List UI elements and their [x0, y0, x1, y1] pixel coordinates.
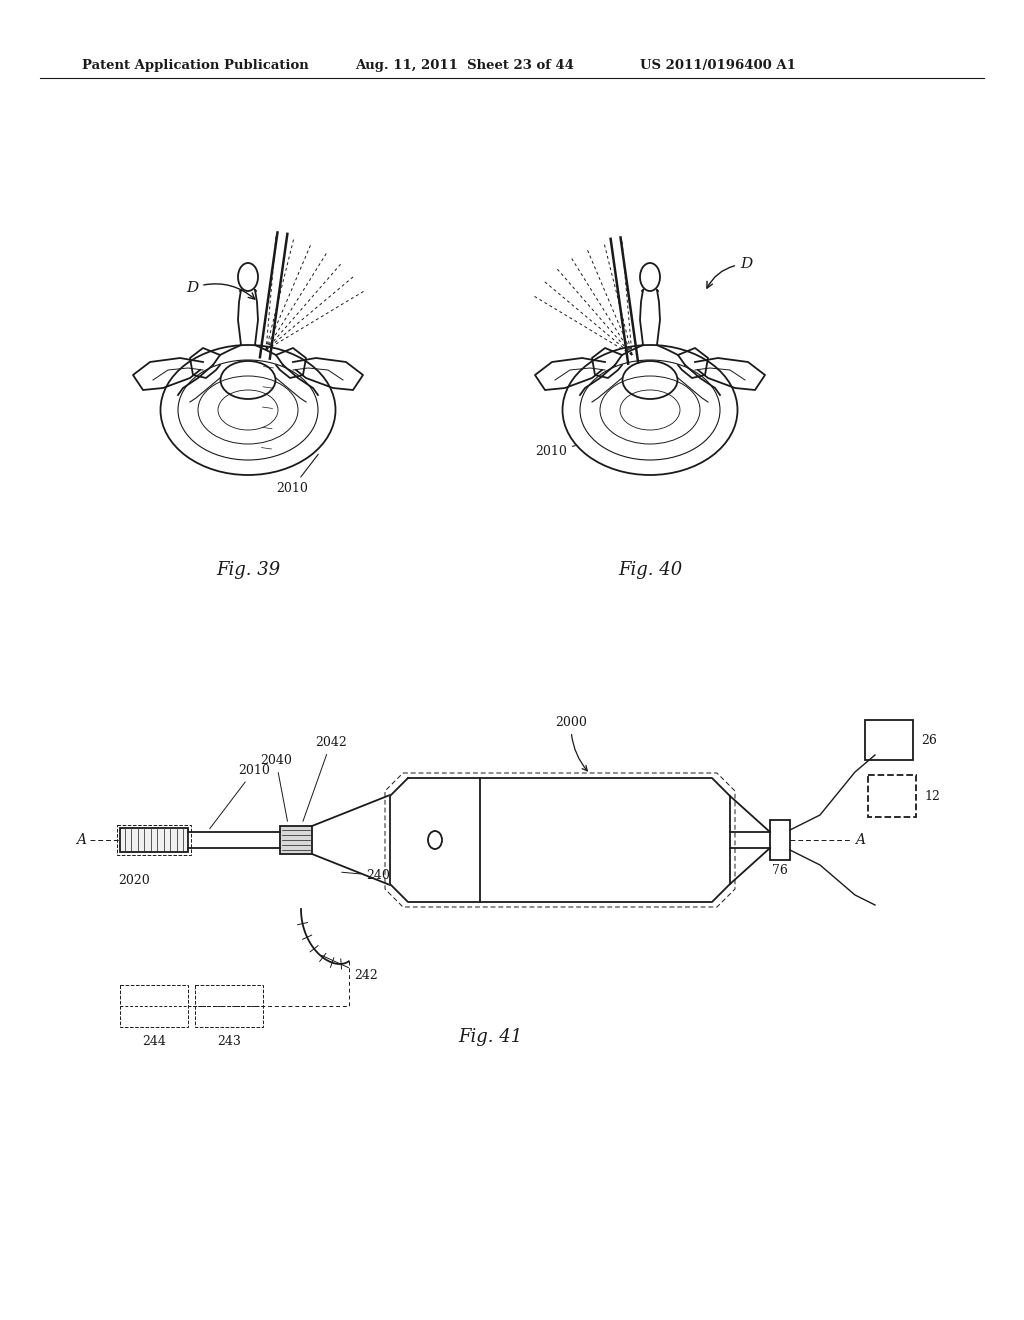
Text: US 2011/0196400 A1: US 2011/0196400 A1 — [640, 58, 796, 71]
Text: 2010: 2010 — [276, 454, 318, 495]
Text: 2010: 2010 — [535, 445, 575, 458]
Text: 2042: 2042 — [303, 737, 347, 821]
Bar — [280, 826, 312, 854]
Bar — [120, 985, 188, 1027]
Text: 2020: 2020 — [118, 874, 150, 887]
Text: 12: 12 — [924, 789, 940, 803]
Text: 2010: 2010 — [210, 764, 270, 829]
Text: 2000: 2000 — [555, 715, 588, 771]
Text: 2040: 2040 — [260, 754, 292, 821]
Text: Aug. 11, 2011  Sheet 23 of 44: Aug. 11, 2011 Sheet 23 of 44 — [355, 58, 574, 71]
Text: 76: 76 — [772, 865, 787, 876]
Text: D: D — [707, 257, 753, 288]
Text: Fig. 40: Fig. 40 — [617, 561, 682, 579]
Text: A: A — [76, 833, 86, 847]
Bar — [865, 719, 913, 760]
Text: Patent Application Publication: Patent Application Publication — [82, 58, 309, 71]
Text: Fig. 39: Fig. 39 — [216, 561, 281, 579]
Text: 243: 243 — [217, 1035, 241, 1048]
Bar — [770, 820, 790, 861]
Text: 26: 26 — [921, 734, 937, 747]
Text: 242: 242 — [322, 956, 378, 982]
Text: A: A — [855, 833, 865, 847]
Polygon shape — [390, 777, 730, 902]
Text: Fig. 41: Fig. 41 — [458, 1028, 522, 1045]
Bar — [117, 825, 191, 855]
Text: 244: 244 — [142, 1035, 166, 1048]
Text: 240: 240 — [342, 869, 390, 882]
Bar — [868, 775, 916, 817]
Text: D: D — [186, 281, 255, 300]
Bar — [120, 828, 188, 851]
Bar — [195, 985, 263, 1027]
